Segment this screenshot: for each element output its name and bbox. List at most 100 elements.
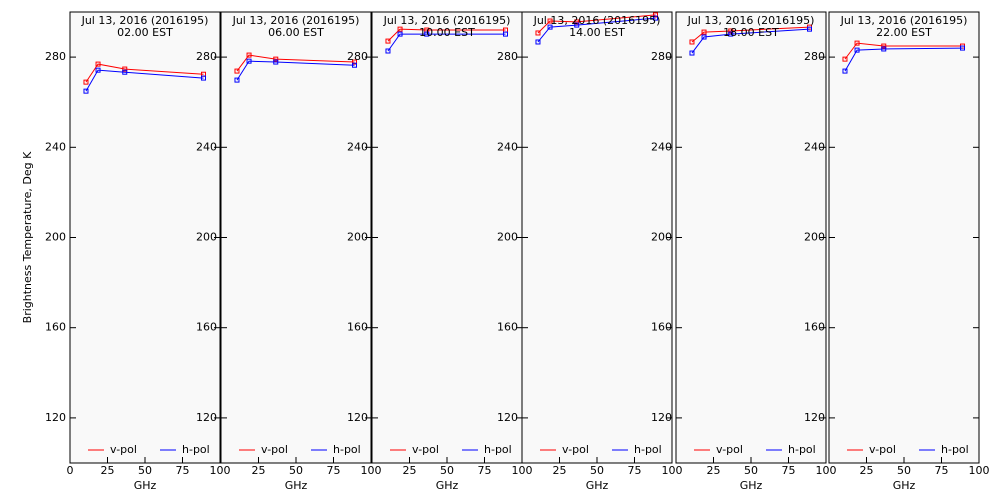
chart-subtitle: 06.00 EST (268, 26, 324, 39)
data-point (273, 56, 279, 62)
y-tick-label: 280 (651, 50, 672, 63)
x-tick-label: 25 (252, 464, 266, 477)
legend-label: v-pol (412, 443, 439, 456)
y-tick-label: 160 (497, 321, 518, 334)
y-tick-label: 160 (804, 321, 825, 334)
data-point (881, 43, 887, 49)
chart-subtitle: 14.00 EST (569, 26, 625, 39)
data-point (122, 66, 128, 72)
data-point (807, 26, 812, 32)
plot-area (521, 11, 673, 464)
x-tick-label: 0 (67, 464, 74, 477)
x-tick-label: 25 (403, 464, 417, 477)
y-tick-label: 120 (196, 411, 217, 424)
y-tick-label: 240 (347, 140, 368, 153)
legend-label: v-pol (110, 443, 137, 456)
legend-label: h-pol (941, 443, 969, 456)
x-tick-label: 75 (628, 464, 642, 477)
chart-subtitle: 18.00 EST (723, 26, 779, 39)
x-tick-label: 75 (935, 464, 949, 477)
chart-subtitle: 02.00 EST (117, 26, 173, 39)
plot-area (828, 11, 980, 464)
data-line (844, 47, 963, 72)
legend-label: h-pol (182, 443, 210, 456)
legend-label: v-pol (261, 443, 288, 456)
x-tick-label: 75 (327, 464, 341, 477)
x-axis-label: GHz (586, 479, 609, 492)
data-point (83, 79, 89, 85)
y-tick-label: 160 (651, 321, 672, 334)
data-point (689, 39, 695, 45)
x-axis-label: GHz (893, 479, 916, 492)
data-point (424, 31, 430, 37)
data-line (844, 42, 963, 60)
y-tick-label: 280 (45, 50, 66, 63)
data-point (122, 69, 128, 75)
data-line (236, 60, 355, 81)
y-tick-label: 240 (651, 140, 672, 153)
x-tick-label: 75 (478, 464, 492, 477)
x-axis-label: GHz (436, 479, 459, 492)
chart-title: Jul 13, 2016 (2016195) (81, 14, 209, 27)
data-point (397, 31, 403, 37)
x-tick-label: 25 (553, 464, 567, 477)
x-tick-label: 100 (512, 464, 533, 477)
data-point (881, 46, 887, 52)
x-tick-label: 75 (782, 464, 796, 477)
data-point (273, 59, 279, 65)
y-axis-label: Brightness Temperature, Deg K (21, 151, 34, 323)
x-tick-label: 50 (590, 464, 604, 477)
data-point (728, 31, 734, 37)
chart-subtitle: 10.00 EST (419, 26, 475, 39)
x-tick-label: 50 (744, 464, 758, 477)
y-tick-label: 200 (45, 231, 66, 244)
data-point (201, 75, 206, 81)
x-tick-label: 100 (816, 464, 837, 477)
data-point (95, 67, 101, 73)
data-point (854, 47, 860, 53)
chart-title: Jul 13, 2016 (2016195) (687, 14, 815, 27)
y-tick-label: 120 (347, 411, 368, 424)
data-point (689, 50, 695, 56)
data-point (385, 48, 391, 54)
data-point (547, 24, 553, 30)
x-tick-label: 25 (101, 464, 115, 477)
legend-label: h-pol (634, 443, 662, 456)
chart-title: Jul 13, 2016 (2016195) (533, 14, 661, 27)
data-line (387, 33, 506, 52)
legend-label: v-pol (716, 443, 743, 456)
legend-label: h-pol (484, 443, 512, 456)
y-tick-label: 200 (347, 231, 368, 244)
data-point (352, 59, 357, 65)
y-tick-label: 120 (804, 411, 825, 424)
y-tick-label: 240 (196, 140, 217, 153)
legend-label: v-pol (562, 443, 589, 456)
y-tick-label: 280 (347, 50, 368, 63)
data-line (691, 28, 810, 54)
data-point (574, 19, 580, 25)
data-point (535, 39, 541, 45)
y-tick-label: 160 (347, 321, 368, 334)
legend-label: v-pol (869, 443, 896, 456)
x-tick-label: 50 (440, 464, 454, 477)
x-tick-label: 25 (707, 464, 721, 477)
data-point (960, 45, 965, 51)
y-tick-label: 200 (196, 231, 217, 244)
data-point (234, 68, 240, 74)
data-line (537, 14, 656, 34)
data-point (728, 28, 734, 34)
data-point (701, 29, 707, 35)
x-tick-label: 100 (361, 464, 382, 477)
x-tick-label: 50 (289, 464, 303, 477)
y-tick-label: 160 (196, 321, 217, 334)
y-tick-label: 240 (45, 140, 66, 153)
data-point (95, 61, 101, 67)
data-point (653, 12, 658, 18)
x-axis-label: GHz (285, 479, 308, 492)
x-axis-label: GHz (134, 479, 157, 492)
y-tick-label: 240 (804, 140, 825, 153)
y-tick-label: 120 (651, 411, 672, 424)
chart-title: Jul 13, 2016 (2016195) (232, 14, 360, 27)
data-point (397, 26, 403, 32)
data-point (535, 30, 541, 36)
